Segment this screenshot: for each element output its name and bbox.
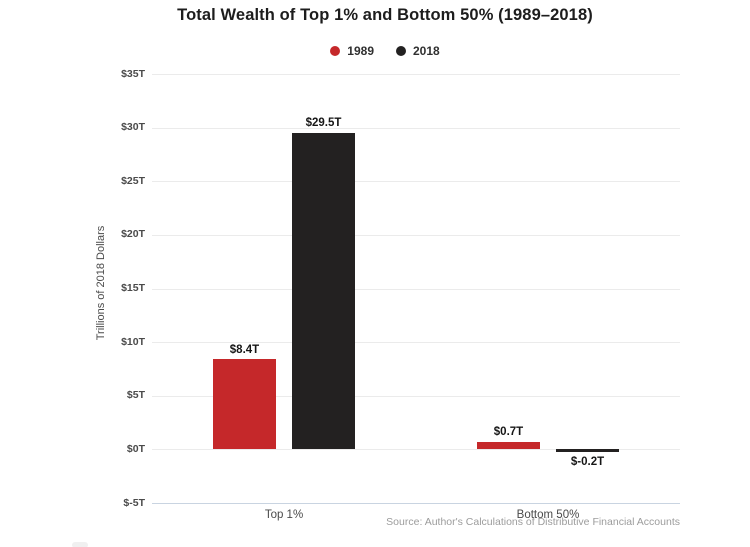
- bar-value-label: $0.7T: [493, 426, 524, 439]
- bar-value-label: $-0.2T: [570, 455, 605, 468]
- gridline: [152, 181, 680, 183]
- x-category-label-bottom-50: Bottom 50%: [516, 509, 580, 521]
- chart-title: Total Wealth of Top 1% and Bottom 50% (1…: [177, 6, 593, 24]
- x-category-label-top-1: Top 1%: [264, 509, 304, 521]
- bar-value-label: $29.5T: [305, 117, 342, 130]
- gridline: [152, 74, 680, 75]
- bar-2018-top-1: [292, 132, 355, 450]
- legend-item-1989: 1989: [330, 44, 374, 58]
- y-tick-label: $-5T: [123, 496, 145, 509]
- y-tick-label: $10T: [121, 335, 145, 348]
- gridline: [152, 449, 680, 451]
- legend-dot-icon: [396, 46, 406, 56]
- chart-legend: 1989 2018: [20, 43, 750, 59]
- x-axis-baseline: [152, 503, 680, 504]
- gridline: [152, 234, 680, 236]
- scrollbar-thumb: [72, 542, 88, 547]
- gridline: [152, 127, 680, 129]
- legend-label: 1989: [347, 44, 374, 58]
- y-tick-label: $0T: [126, 442, 145, 455]
- source-note: Source: Author's Calculations of Distrib…: [386, 516, 680, 528]
- gridline: [152, 395, 680, 397]
- bar-value-label: $8.4T: [229, 343, 260, 356]
- bar-1989-bottom-50: [477, 441, 540, 450]
- bar-2018-bottom-50: [556, 449, 619, 452]
- legend-dot-icon: [330, 46, 341, 56]
- gridline: [152, 342, 680, 344]
- legend-item-2018: 2018: [396, 44, 440, 58]
- y-tick-label: $20T: [121, 228, 145, 241]
- y-tick-label: $5T: [126, 389, 145, 402]
- y-tick-label: $25T: [121, 174, 145, 187]
- y-axis-title: Trillions of 2018 Dollars: [95, 225, 107, 341]
- y-tick-label: $30T: [121, 121, 145, 134]
- gridline: [152, 288, 680, 290]
- legend-label: 2018: [413, 44, 440, 58]
- y-tick-label: $15T: [121, 282, 145, 294]
- y-tick-label: $35T: [121, 67, 145, 80]
- bar-1989-top-1: [213, 359, 276, 450]
